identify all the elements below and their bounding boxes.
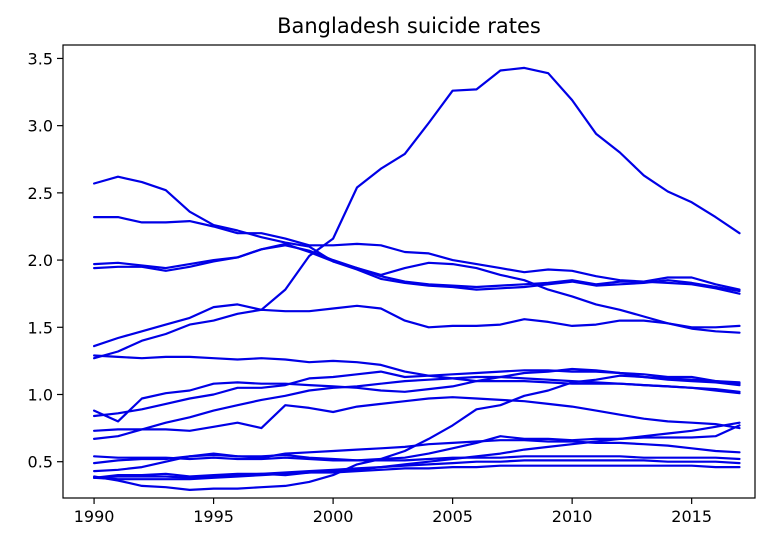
series-line-6 <box>92 66 741 348</box>
series-line-7 <box>92 304 741 360</box>
x-tick-label: 2005 <box>432 507 473 526</box>
y-tick-label: 1.0 <box>28 385 53 404</box>
series-line-15 <box>92 453 741 473</box>
y-tick-label: 3.0 <box>28 117 53 136</box>
series-line-9 <box>92 367 741 423</box>
series-line-2 <box>92 242 741 293</box>
y-tick-label: 3.5 <box>28 49 53 68</box>
x-tick-label: 1990 <box>74 507 115 526</box>
x-tick-label: 2015 <box>671 507 712 526</box>
y-axis: 0.5 1.0 1.5 2.0 2.5 3.0 3.5 <box>28 49 63 472</box>
series-line-5 <box>92 175 741 334</box>
series-line-17 <box>92 459 741 479</box>
x-tick-label: 1995 <box>193 507 234 526</box>
series-line-4 <box>92 216 741 295</box>
x-tick-label: 2000 <box>313 507 354 526</box>
x-tick-label: 2010 <box>552 507 593 526</box>
series-line-1 <box>92 374 741 491</box>
y-tick-label: 1.5 <box>28 318 53 337</box>
series-line-16 <box>92 421 741 479</box>
series-line-10 <box>92 369 741 418</box>
series-lines <box>92 66 741 491</box>
y-tick-label: 2.0 <box>28 251 53 270</box>
y-tick-label: 0.5 <box>28 453 53 472</box>
series-line-18 <box>92 464 741 481</box>
chart-title: Bangladesh suicide rates <box>277 14 541 38</box>
series-line-12 <box>92 375 741 440</box>
plot-area-frame <box>62 44 756 499</box>
y-tick-label: 2.5 <box>28 184 53 203</box>
series-line-11 <box>92 396 741 432</box>
x-axis: 1990 1995 2000 2005 2010 2015 <box>74 498 712 526</box>
